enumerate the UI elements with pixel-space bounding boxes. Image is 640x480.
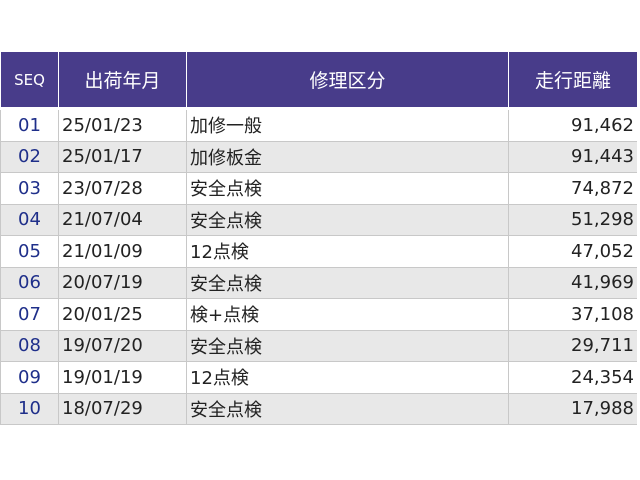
cell-mileage: 91,462 [508, 108, 637, 142]
table-row: 09 19/01/19 12点検 24,354 [0, 361, 637, 394]
cell-ship-date: 19/07/20 [58, 329, 187, 362]
cell-ship-date: 25/01/23 [58, 108, 187, 142]
cell-repair-type: 安全点検 [186, 172, 509, 205]
cell-mileage: 91,443 [508, 140, 637, 173]
cell-seq: 04 [0, 203, 59, 236]
table-header-row: SEQ 出荷年月 修理区分 走行距離 [0, 51, 637, 110]
cell-ship-date: 18/07/29 [58, 392, 187, 425]
cell-mileage: 74,872 [508, 172, 637, 205]
header-ship-date: 出荷年月 [58, 51, 187, 110]
cell-seq: 09 [0, 361, 59, 394]
cell-seq: 05 [0, 235, 59, 268]
cell-ship-date: 20/01/25 [58, 298, 187, 331]
cell-mileage: 47,052 [508, 235, 637, 268]
table-row: 02 25/01/17 加修板金 91,443 [0, 140, 637, 173]
cell-ship-date: 21/01/09 [58, 235, 187, 268]
header-mileage: 走行距離 [508, 51, 637, 110]
cell-ship-date: 20/07/19 [58, 266, 187, 299]
table-row: 03 23/07/28 安全点検 74,872 [0, 172, 637, 205]
cell-mileage: 37,108 [508, 298, 637, 331]
cell-seq: 01 [0, 108, 59, 142]
cell-seq: 07 [0, 298, 59, 331]
cell-repair-type: 安全点検 [186, 266, 509, 299]
cell-ship-date: 25/01/17 [58, 140, 187, 173]
cell-repair-type: 12点検 [186, 235, 509, 268]
header-seq: SEQ [0, 51, 59, 110]
cell-seq: 02 [0, 140, 59, 173]
table-row: 08 19/07/20 安全点検 29,711 [0, 329, 637, 362]
cell-repair-type: 安全点検 [186, 203, 509, 236]
cell-repair-type: 安全点検 [186, 329, 509, 362]
table-row: 05 21/01/09 12点検 47,052 [0, 235, 637, 268]
table-row: 01 25/01/23 加修一般 91,462 [0, 108, 637, 142]
cell-mileage: 41,969 [508, 266, 637, 299]
table-row: 07 20/01/25 検+点検 37,108 [0, 298, 637, 331]
cell-repair-type: 加修一般 [186, 108, 509, 142]
cell-mileage: 29,711 [508, 329, 637, 362]
cell-repair-type: 検+点検 [186, 298, 509, 331]
cell-ship-date: 19/01/19 [58, 361, 187, 394]
cell-repair-type: 加修板金 [186, 140, 509, 173]
cell-seq: 06 [0, 266, 59, 299]
cell-ship-date: 23/07/28 [58, 172, 187, 205]
cell-mileage: 17,988 [508, 392, 637, 425]
cell-seq: 08 [0, 329, 59, 362]
cell-repair-type: 12点検 [186, 361, 509, 394]
table-row: 10 18/07/29 安全点検 17,988 [0, 392, 637, 425]
cell-seq: 10 [0, 392, 59, 425]
repair-history-table: SEQ 出荷年月 修理区分 走行距離 01 25/01/23 加修一般 91,462 0… [0, 51, 637, 425]
cell-mileage: 51,298 [508, 203, 637, 236]
table-row: 06 20/07/19 安全点検 41,969 [0, 266, 637, 299]
cell-ship-date: 21/07/04 [58, 203, 187, 236]
table-row: 04 21/07/04 安全点検 51,298 [0, 203, 637, 236]
cell-repair-type: 安全点検 [186, 392, 509, 425]
header-repair-type: 修理区分 [186, 51, 509, 110]
cell-mileage: 24,354 [508, 361, 637, 394]
repair-history-table-container: SEQ 出荷年月 修理区分 走行距離 01 25/01/23 加修一般 91,462 0… [0, 51, 637, 428]
cell-seq: 03 [0, 172, 59, 205]
